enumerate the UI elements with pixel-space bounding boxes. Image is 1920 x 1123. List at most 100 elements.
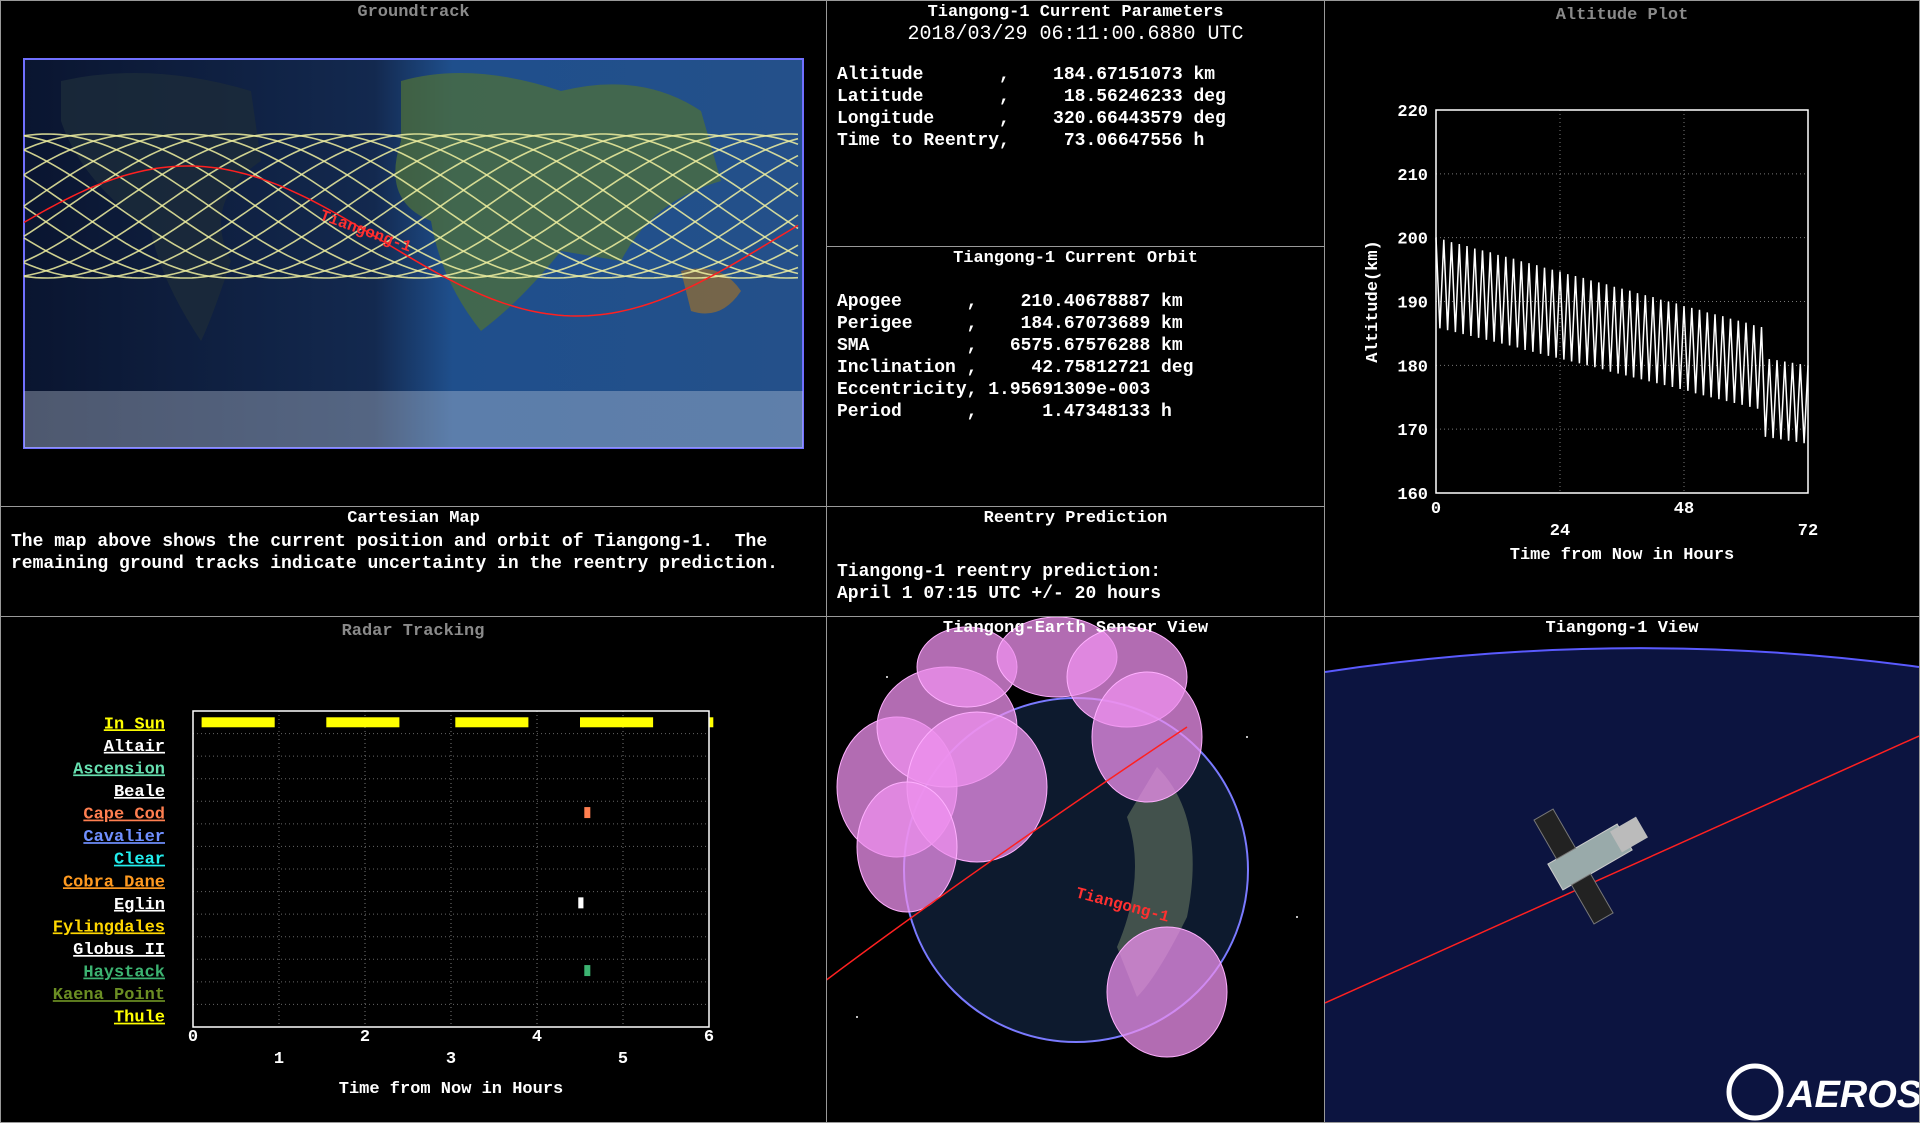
reentry-text: Tiangong-1 reentry prediction: April 1 07…	[837, 561, 1161, 605]
plot-frame	[1435, 109, 1809, 494]
text-line: The map above shows the current position…	[11, 532, 768, 552]
row-label: Cavalier	[83, 828, 165, 847]
text-line: Perigee , 184.67073689 km	[837, 314, 1183, 334]
x-tick-label: 48	[1674, 500, 1694, 519]
y-tick-label: 210	[1397, 167, 1428, 186]
sun-interval	[326, 717, 400, 728]
earth-limb	[1325, 648, 1919, 1122]
cartesian-text: The map above shows the current position…	[11, 531, 778, 575]
panel-title: Tiangong-Earth Sensor View	[942, 619, 1209, 638]
cartesian-panel: Cartesian Map The map above shows the cu…	[0, 506, 827, 617]
row-label: Cape Cod	[83, 806, 165, 825]
x-tick-label: 4	[532, 1028, 542, 1047]
ground-track	[23, 133, 799, 279]
text-line: Eccentricity, 1.95691309e-003	[837, 380, 1151, 400]
panel-title: Tiangong-1 View	[1545, 619, 1699, 638]
reentry-panel: Reentry Prediction Tiangong-1 reentry pr…	[826, 506, 1325, 617]
parameter-list: Altitude , 184.67151073 km Latitude , 18.…	[837, 64, 1226, 152]
star	[886, 676, 888, 678]
ground-track	[23, 133, 799, 279]
y-tick-label: 190	[1397, 295, 1428, 314]
current-track	[23, 165, 799, 317]
sun-interval	[455, 717, 529, 728]
y-tick-label: 220	[1397, 103, 1428, 122]
logo-mark	[1726, 1063, 1784, 1121]
radar-chart: Radar Tracking 0 1 2 3 4 5 6 In Sun Altair Ascensi…	[53, 622, 714, 1099]
chart-title: Radar Tracking	[342, 622, 485, 641]
row-label: Eglin	[114, 896, 165, 915]
text-line: Inclination , 42.75812721 deg	[837, 358, 1194, 378]
x-tick-label: 5	[618, 1050, 628, 1069]
sun-interval	[580, 717, 654, 728]
ground-track	[23, 133, 799, 279]
x-tick-label: 1	[274, 1050, 284, 1069]
tiangong-view-panel: AEROSPACE Tiangong-1 View	[1324, 616, 1920, 1123]
panel-title: Reentry Prediction	[983, 509, 1168, 528]
sensor-panel: Tiangong-1 Tiangong-Earth Sensor View	[826, 616, 1325, 1123]
altitude-chart: Altitude Plot 160 170 180 190 200 210 220 0 24 48 7…	[1364, 6, 1818, 565]
y-tick-label: 160	[1397, 486, 1428, 505]
row-label: Clear	[114, 851, 165, 870]
text-line: Time to Reentry, 73.06647556 h	[837, 131, 1205, 151]
groundtrack-map: Tiangong-1	[23, 58, 804, 449]
y-axis-label: Altitude(km)	[1364, 240, 1383, 362]
orbit-track	[1325, 735, 1919, 1004]
row-label: Altair	[104, 738, 165, 757]
row-label: Ascension	[73, 760, 165, 779]
panel-title: Groundtrack	[357, 3, 470, 22]
ground-track	[23, 133, 799, 279]
row-label: Thule	[114, 1009, 165, 1028]
track-interval	[584, 807, 591, 819]
ground-track	[23, 133, 799, 279]
limb-line	[1325, 647, 1919, 673]
x-tick-label: 72	[1798, 522, 1818, 541]
track-interval	[578, 897, 584, 909]
orbit-track	[827, 726, 1188, 981]
row-label: Cobra Dane	[63, 873, 165, 892]
star	[1296, 916, 1298, 918]
y-tick-label: 170	[1397, 422, 1428, 441]
sun-interval	[201, 717, 275, 728]
text-line: Tiangong-1 reentry prediction:	[837, 562, 1162, 582]
epoch: 2018/03/29 06:11:00.6880 UTC	[907, 23, 1244, 46]
star	[856, 1016, 858, 1018]
ground-track	[23, 133, 799, 279]
x-tick-label: 2	[360, 1028, 370, 1047]
panel-title: Tiangong-1 Current Orbit	[953, 249, 1198, 268]
parameters-panel: Tiangong-1 Current Parameters 2018/03/29…	[826, 0, 1325, 247]
x-axis-label: Time from Now in Hours	[339, 1080, 563, 1099]
row-label: In Sun	[104, 715, 165, 734]
ground-track	[23, 133, 799, 279]
groundtrack-panel: Groundtrack Tiangong-1	[0, 0, 827, 507]
row-label: Haystack	[83, 964, 165, 983]
x-tick-label: 6	[704, 1028, 714, 1047]
x-axis-label: Time from Now in Hours	[1510, 546, 1734, 565]
x-tick-label: 0	[188, 1028, 198, 1047]
altitude-panel: Altitude Plot 160 170 180 190 200 210 220 0 24 48 7…	[1324, 0, 1920, 617]
text-line: Latitude , 18.56246233 deg	[837, 87, 1226, 107]
ground-track	[23, 133, 799, 279]
y-tick-label: 200	[1397, 231, 1428, 250]
row-label: Globus II	[73, 941, 165, 960]
radar-panel: Radar Tracking 0 1 2 3 4 5 6 In Sun Altair Ascensi…	[0, 616, 827, 1123]
orbit-list: Apogee , 210.40678887 km Perigee , 184.67…	[837, 291, 1193, 423]
orbit-panel: Tiangong-1 Current Orbit Apogee , 210.40…	[826, 246, 1325, 507]
ground-track	[23, 133, 799, 279]
x-tick-label: 0	[1431, 500, 1441, 519]
text-line: SMA , 6575.67576288 km	[837, 336, 1183, 356]
panel-title: Tiangong-1 Current Parameters	[927, 3, 1224, 22]
altitude-line	[1435, 237, 1809, 444]
sensor-view: Tiangong-1	[827, 617, 1298, 1058]
continent	[681, 268, 741, 314]
logo: AEROSPACE	[1786, 1074, 1919, 1116]
ground-track	[23, 133, 799, 279]
text-line: Period , 1.47348133 h	[837, 402, 1172, 422]
x-tick-label: 3	[446, 1050, 456, 1069]
sensor-footprints	[836, 617, 1228, 1058]
panel-title: Cartesian Map	[347, 509, 480, 528]
row-label: Fylingdales	[53, 918, 165, 937]
x-tick-label: 24	[1550, 522, 1570, 541]
text-line: April 1 07:15 UTC +/- 20 hours	[837, 584, 1162, 604]
row-label: Beale	[114, 783, 165, 802]
text-line: remaining ground tracks indicate uncerta…	[11, 554, 778, 574]
